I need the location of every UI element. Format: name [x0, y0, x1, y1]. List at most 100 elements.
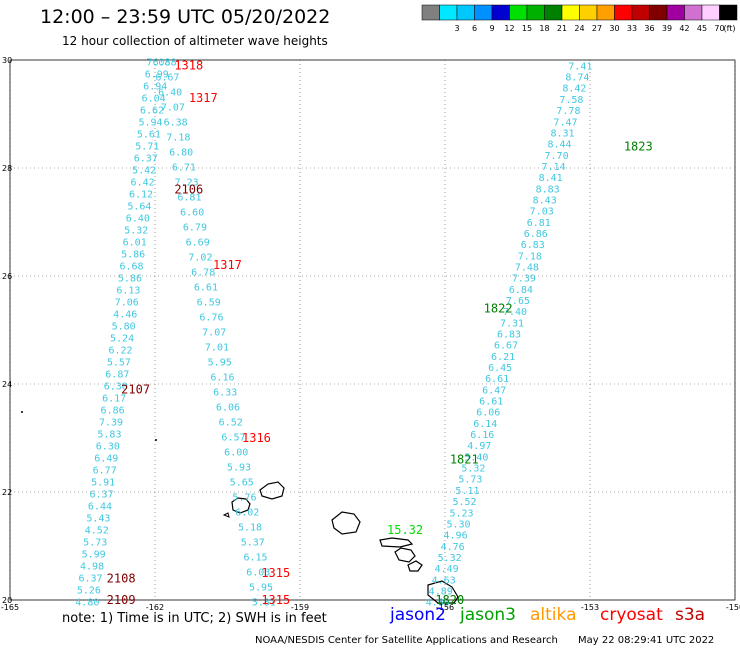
wave-height-value: 6.06 — [476, 408, 500, 419]
wave-height-value: 6.59 — [197, 298, 221, 309]
wave-height-value: 5.32 — [438, 553, 462, 564]
pass-time-label: 1821 — [450, 453, 479, 467]
hawaiian-islands — [21, 411, 459, 604]
wave-height-value: 5.91 — [91, 478, 115, 489]
latitude-tick-label: 30 — [2, 56, 12, 65]
wave-height-value: 5.26 — [77, 586, 101, 597]
pass-time-label: 2107 — [121, 382, 150, 396]
wave-height-value: 6.06 — [216, 403, 240, 414]
wave-height-value: 8.41 — [539, 173, 563, 184]
colorbar-tick-label: 15 — [522, 24, 532, 33]
wave-height-value: 4.80 — [75, 598, 99, 609]
wave-height-value: 5.86 — [121, 250, 145, 261]
latitude-tick-label: 24 — [2, 380, 12, 389]
pass-time-label: 1315 — [261, 593, 290, 607]
wave-height-value: 6.61 — [479, 397, 503, 408]
altimeter-tracks: 7.086.996.946.046.625.945.615.716.375.42… — [75, 58, 592, 609]
island-maui-lanai — [379, 537, 414, 548]
wave-height-value: 6.21 — [491, 352, 515, 363]
pass-time-label: 1823 — [624, 139, 653, 153]
graticule — [9, 59, 736, 601]
wave-height-value: 5.57 — [107, 358, 131, 369]
colorbar-tick-label: 33 — [627, 24, 637, 33]
wave-height-value: 7.08 — [146, 58, 170, 69]
wave-height-value: 7.47 — [553, 117, 577, 128]
wave-height-value: 6.40 — [158, 88, 182, 99]
wave-height-value: 6.30 — [104, 382, 128, 393]
wave-height-value: 7.58 — [559, 95, 583, 106]
wave-height-value: 6.47 — [482, 385, 506, 396]
wave-height-value: 5.30 — [446, 519, 470, 530]
wave-height-value: 7.39 — [512, 274, 536, 285]
wave-height-value: 6.40 — [126, 214, 150, 225]
wave-height-value: 5.61 — [137, 130, 161, 141]
wave-height-value: 6.83 — [521, 240, 545, 251]
wave-height-value: 4.98 — [80, 562, 104, 573]
pass-time-label: 15.32 — [387, 523, 423, 537]
wave-height-value: 6.16 — [470, 430, 494, 441]
wave-height-value: 5.94 — [138, 118, 162, 129]
colorbar-tick-label: 42 — [679, 24, 689, 33]
island-maui — [394, 547, 416, 563]
wave-height-value: 6.80 — [169, 148, 193, 159]
wave-height-value: 5.32 — [461, 464, 485, 475]
pass-time-label: 2109 — [107, 593, 136, 607]
wave-height-value: 7.06 — [115, 298, 139, 309]
wave-height-value: 6.86 — [101, 406, 125, 417]
pass-time-label: 2106 — [174, 183, 203, 197]
wave-height-value: 8.83 — [536, 184, 560, 195]
wave-height-value: 6.49 — [94, 454, 118, 465]
wave-height-value: 5.73 — [83, 538, 107, 549]
wave-height-value: 6.99 — [145, 70, 169, 81]
longitude-tick-label: -159 — [291, 603, 309, 612]
wave-height-value: 7.07 — [161, 103, 185, 114]
wave-height-value: 7.40 — [503, 307, 527, 318]
wave-height-value: 6.87 — [105, 370, 129, 381]
colorbar-swatch — [719, 4, 738, 21]
longitude-tick-label: -156 — [436, 603, 454, 612]
wave-height-value: 6.00 — [224, 448, 248, 459]
wave-height-value: 8.42 — [562, 84, 586, 95]
track-1820-1823: 7.418.748.427.587.787.478.318.447.707.14… — [426, 61, 593, 608]
wave-height-value: 6.81 — [527, 218, 551, 229]
wave-height-value: 4.46 — [113, 310, 137, 321]
wave-height-value: 6.67 — [155, 73, 179, 84]
wave-height-value: 6.83 — [497, 330, 521, 341]
wave-height-value: 6.04 — [142, 94, 166, 105]
wave-height-value: 5.40 — [464, 452, 488, 463]
island-molokai — [331, 511, 361, 535]
wave-height-value: 5.76 — [232, 493, 256, 504]
wave-height-value: 5.81 — [252, 598, 276, 609]
wave-height-value: 5.32 — [124, 226, 148, 237]
colorbar-tick-label: 39 — [662, 24, 672, 33]
colorbar-tick-label: 45 — [697, 24, 707, 33]
colorbar-tick-label: 9 — [489, 24, 494, 33]
wave-height-value: 6.17 — [102, 394, 126, 405]
legend-jason3: jason3 — [460, 605, 516, 625]
wave-height-value: 7.31 — [500, 318, 524, 329]
colorbar-tick-label: 3 — [454, 24, 459, 33]
wave-height-value: 7.41 — [568, 61, 592, 72]
colorbar-tick-label: 12 — [504, 24, 514, 33]
pass-time-label: 1316 — [242, 431, 271, 445]
wave-height-value: 6.14 — [473, 419, 497, 430]
pass-time-label: 1318 — [174, 58, 203, 72]
colorbar-tick-label: 30 — [609, 24, 619, 33]
wave-height-value: 6.42 — [131, 178, 155, 189]
wave-height-value: 5.52 — [452, 497, 476, 508]
wave-height-value: 6.62 — [140, 106, 164, 117]
colorbar-tick-label: 27 — [592, 24, 602, 33]
colorbar-tick-label: 21 — [557, 24, 567, 33]
wave-height-value: 4.80 — [426, 598, 450, 609]
wave-height-value: 4.89 — [429, 586, 453, 597]
map-title: 12:00 – 23:59 UTC 05/20/2022 — [40, 6, 331, 28]
wave-height-value: 5.23 — [449, 508, 473, 519]
wave-height-value: 8.44 — [547, 140, 571, 151]
longitude-tick-label: -165 — [1, 603, 19, 612]
latitude-tick-label: 20 — [2, 596, 12, 605]
wave-height-value: 6.78 — [191, 268, 215, 279]
wave-height-value: 5.80 — [112, 322, 136, 333]
wave-height-value: 4.52 — [85, 526, 109, 537]
pass-time-label: 1317 — [213, 258, 242, 272]
wave-height-value: 7.07 — [202, 328, 226, 339]
